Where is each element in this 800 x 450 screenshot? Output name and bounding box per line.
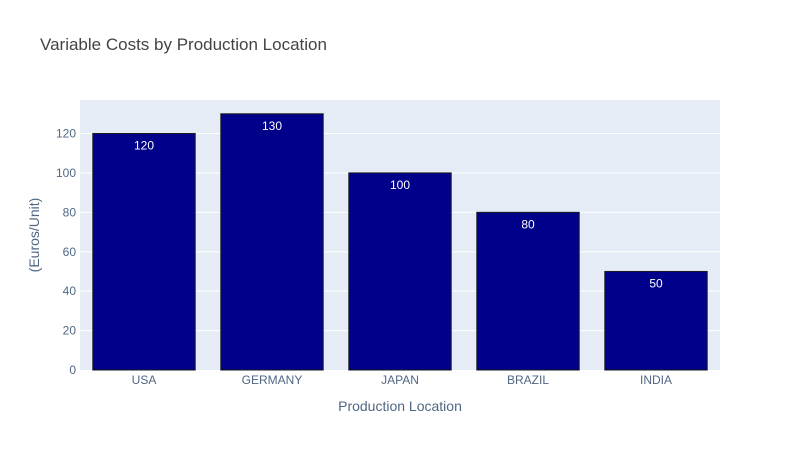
y-axis-label: (Euros/Unit) [26,198,42,273]
data-label-india: 50 [649,276,663,290]
chart-title: Variable Costs by Production Location [40,35,327,54]
data-label-brazil: 80 [521,217,535,231]
bar-usa [92,133,196,371]
x-tick-label: JAPAN [381,373,419,387]
data-label-japan: 100 [390,178,410,192]
x-axis-label: Production Location [338,398,462,414]
data-label-germany: 130 [262,119,282,133]
bar-india [604,270,708,371]
data-label-usa: 120 [134,139,154,153]
x-tick-label: GERMANY [242,373,303,387]
y-tick-label: 20 [63,324,77,338]
x-tick-label: BRAZIL [507,373,549,387]
y-tick-label: 60 [63,245,77,259]
x-tick-label: INDIA [640,373,672,387]
bars [92,113,708,371]
bar-japan [348,172,452,371]
y-tick-label: 80 [63,205,77,219]
data-labels: 120 130 100 80 50 [134,119,663,291]
y-tick-label: 100 [56,166,76,180]
bar-brazil [476,211,580,371]
y-axis-ticks: 0 20 40 60 80 100 120 [56,127,76,377]
x-tick-label: USA [132,373,157,387]
y-tick-label: 120 [56,127,76,141]
y-tick-label: 0 [69,363,76,377]
y-tick-label: 40 [63,284,77,298]
bar-germany [220,113,324,371]
x-axis-ticks: USA GERMANY JAPAN BRAZIL INDIA [132,373,672,387]
